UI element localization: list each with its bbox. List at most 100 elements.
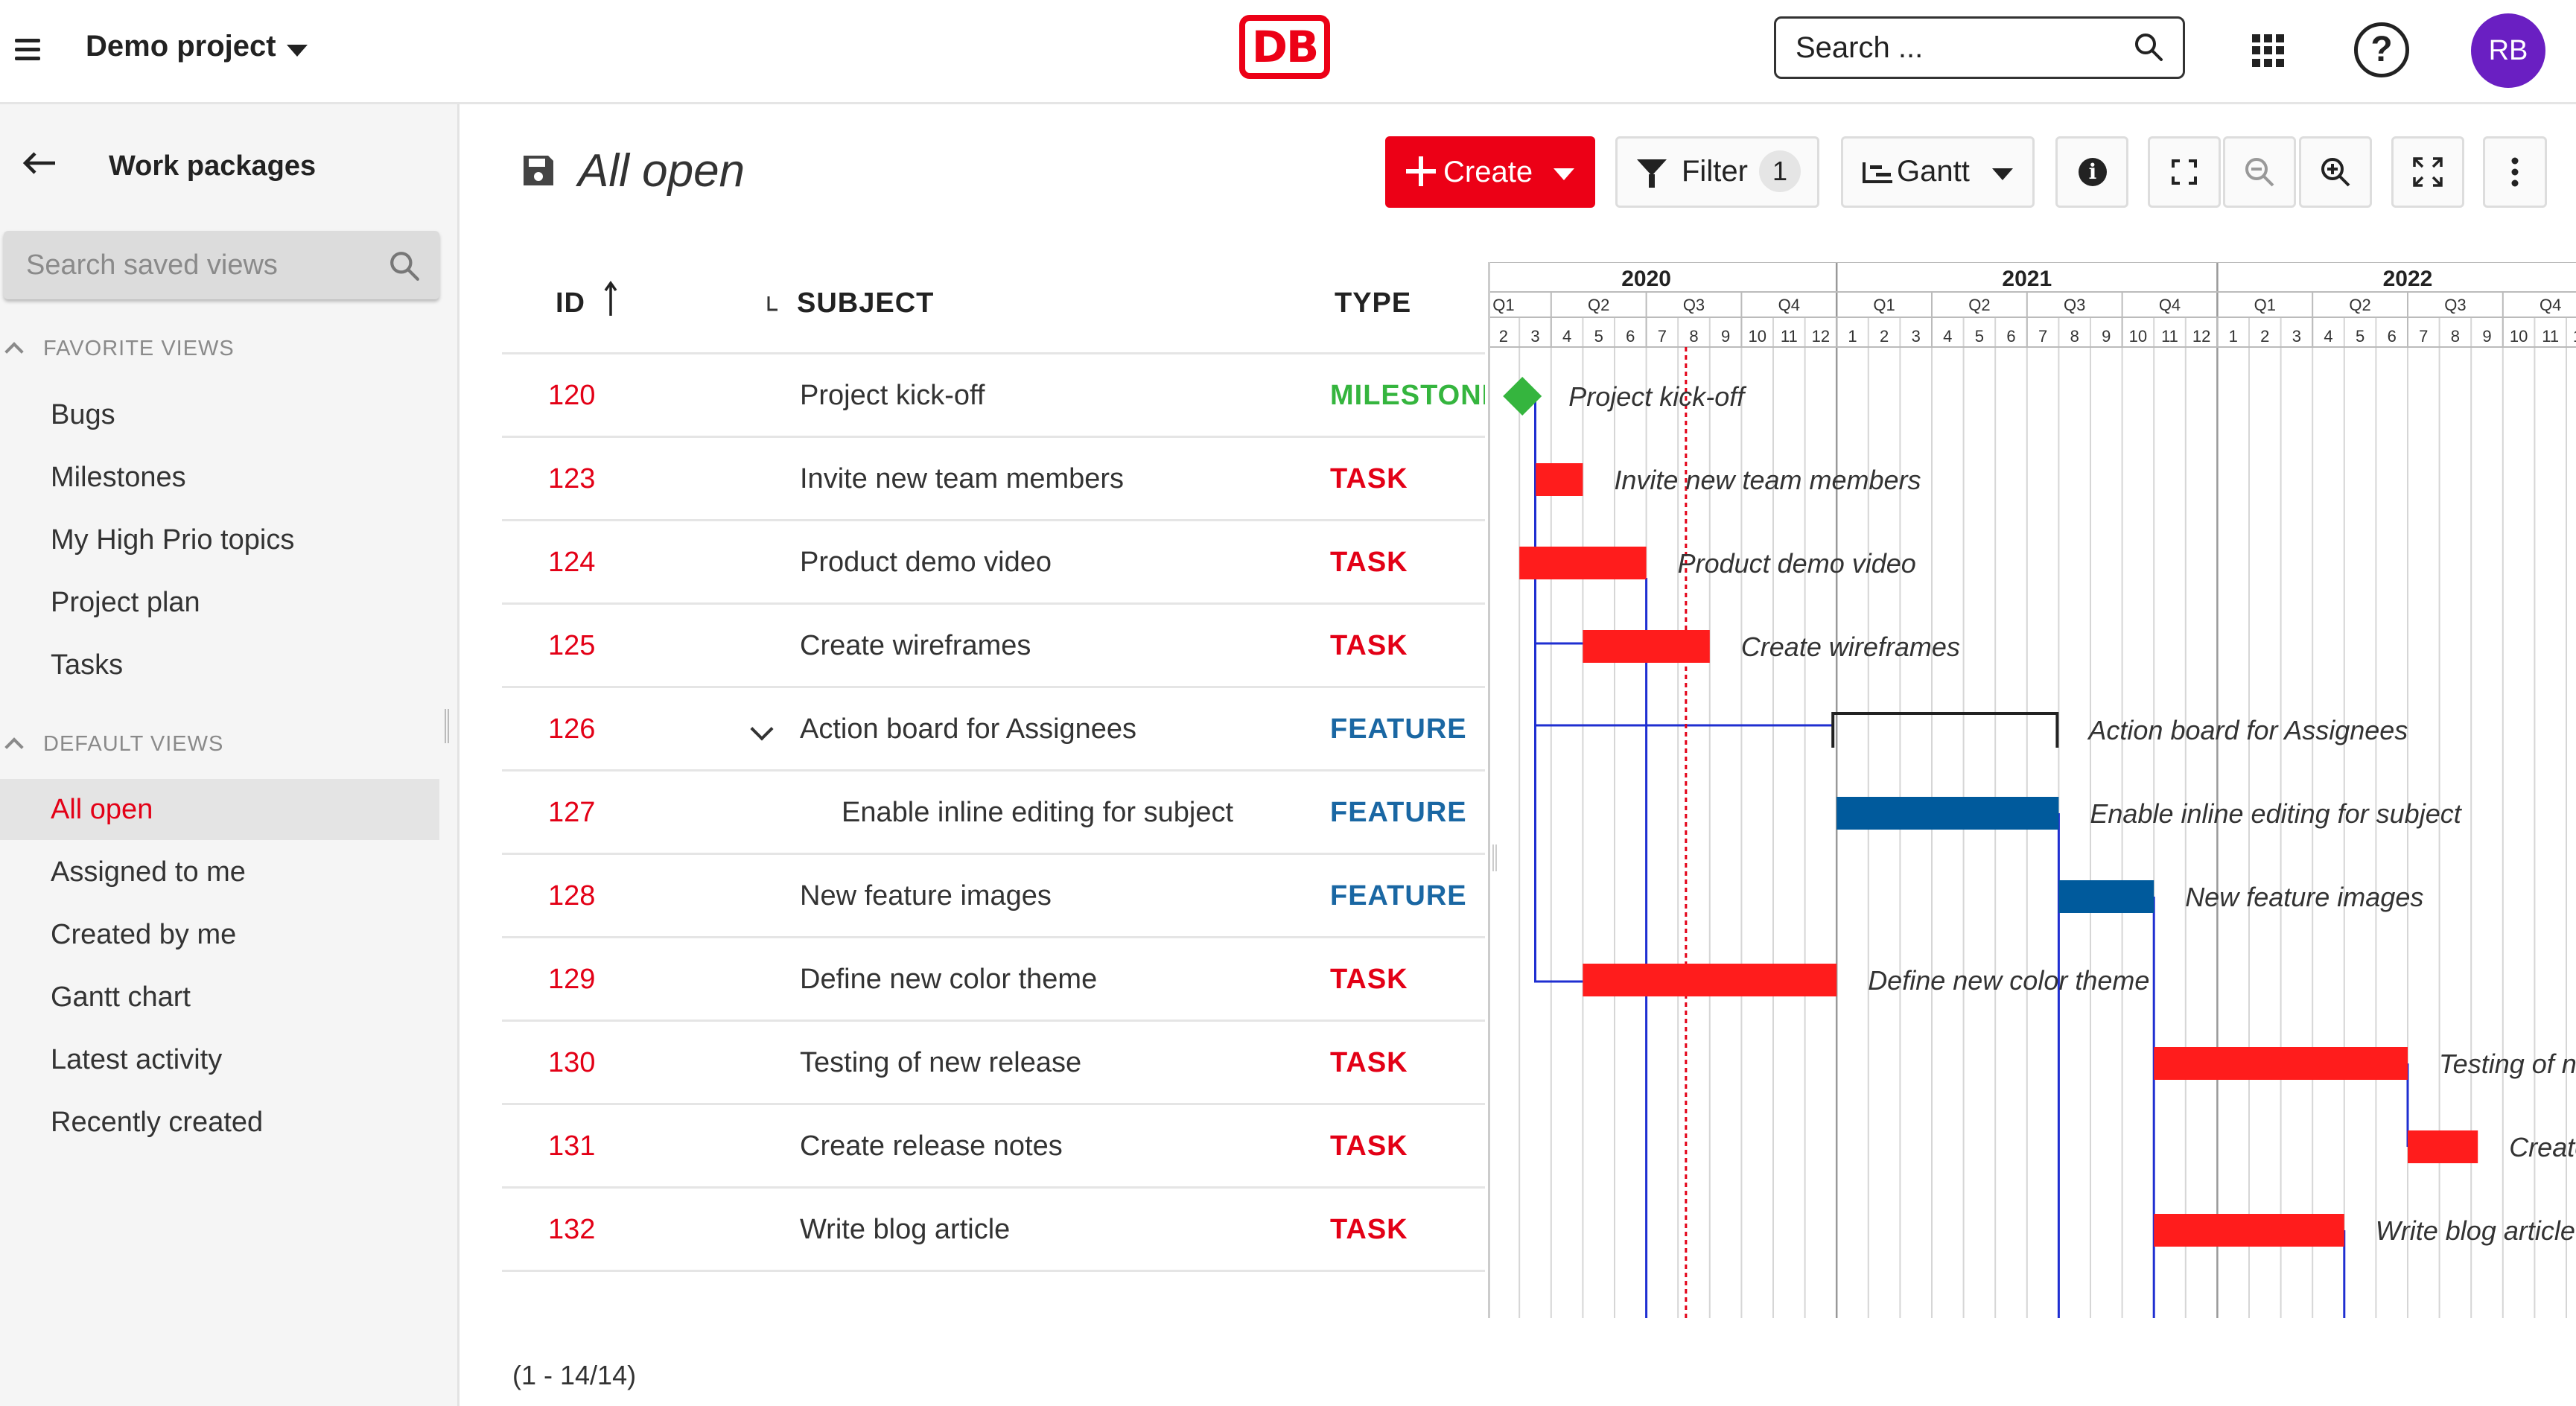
work-package-subject[interactable]: Write blog article [800, 1214, 1011, 1245]
work-package-subject[interactable]: Create wireframes [800, 630, 1031, 661]
global-search-input[interactable]: Search ... [1774, 16, 2185, 79]
month-label: 9 [1721, 327, 1730, 346]
work-package-subject[interactable]: Action board for Assignees [800, 713, 1137, 745]
gantt-bar-label: Enable inline editing for subject [2090, 798, 2462, 829]
table-gantt-resize-handle[interactable] [1492, 844, 1497, 871]
column-header-subject[interactable]: SUBJECT [766, 287, 934, 319]
month-label: 5 [2356, 327, 2364, 346]
favorite-views-heading[interactable]: FAVORITE VIEWS [4, 337, 235, 361]
work-package-subject[interactable]: Testing of new release [800, 1047, 1082, 1078]
menu-icon[interactable] [15, 39, 40, 61]
sidebar-item-bugs[interactable]: Bugs [51, 399, 115, 430]
table-row[interactable]: 127 Enable inline editing for subject FE… [502, 772, 1485, 855]
focus-mode-button[interactable] [2148, 136, 2221, 208]
work-package-id[interactable]: 132 [548, 1214, 596, 1245]
month-label: 12 [1812, 327, 1830, 346]
sidebar-item-high-prio[interactable]: My High Prio topics [51, 524, 295, 556]
month-label: 3 [1912, 327, 1921, 346]
sidebar-item-created-by-me[interactable]: Created by me [51, 919, 237, 950]
work-package-subject[interactable]: Product demo video [800, 547, 1052, 578]
sidebar-item-milestones[interactable]: Milestones [51, 462, 186, 493]
table-row[interactable]: 132 Write blog article TASK [502, 1189, 1485, 1272]
work-package-id[interactable]: 127 [548, 797, 596, 828]
sidebar-resize-handle[interactable] [445, 709, 449, 743]
work-package-type: TASK [1330, 1130, 1408, 1162]
month-label: 6 [2388, 327, 2397, 346]
table-row[interactable]: 128 New feature images FEATURE [502, 855, 1485, 938]
work-package-id[interactable]: 123 [548, 463, 596, 494]
chevron-up-icon [4, 737, 24, 757]
quarter-label: Q1 [2254, 296, 2276, 314]
caret-down-icon[interactable] [287, 45, 308, 57]
fullscreen-button[interactable] [2391, 136, 2464, 208]
save-icon[interactable] [521, 153, 556, 188]
default-views-heading[interactable]: DEFAULT VIEWS [4, 732, 223, 757]
work-package-id[interactable]: 125 [548, 630, 596, 661]
sidebar-item-recently-created[interactable]: Recently created [51, 1107, 264, 1138]
work-package-subject[interactable]: Create release notes [800, 1130, 1063, 1162]
zoom-out-button[interactable] [2223, 136, 2296, 208]
gantt-view-button[interactable]: Gantt [1841, 136, 2035, 208]
gantt-bar-label: Project kick-off [1568, 381, 1747, 412]
zoom-in-button[interactable] [2299, 136, 2372, 208]
work-package-subject[interactable]: New feature images [800, 880, 1052, 912]
db-logo[interactable]: DB [1239, 15, 1330, 79]
table-row[interactable]: 126 Action board for Assignees FEATURE [502, 688, 1485, 772]
work-package-id[interactable]: 130 [548, 1047, 596, 1078]
work-package-id[interactable]: 128 [548, 880, 596, 912]
table-row[interactable]: 131 Create release notes TASK [502, 1105, 1485, 1189]
saved-views-search-input[interactable]: Search saved views [4, 231, 439, 299]
table-row[interactable]: 130 Testing of new release TASK [502, 1022, 1485, 1105]
filter-button[interactable]: Filter 1 [1615, 136, 1819, 208]
sidebar-item-assigned-to-me[interactable]: Assigned to me [51, 856, 246, 888]
gantt-canvas[interactable]: 1234567891011121234567891011121234567891… [1490, 262, 2576, 1318]
apps-grid-icon[interactable] [2252, 34, 2285, 67]
chevron-down-icon[interactable] [750, 717, 774, 741]
help-icon[interactable]: ? [2354, 22, 2409, 77]
task-bar [1519, 547, 1647, 579]
month-label: 6 [1626, 327, 1635, 346]
table-row[interactable]: 123 Invite new team members TASK [502, 438, 1485, 521]
sidebar-item-latest-activity[interactable]: Latest activity [51, 1044, 223, 1075]
back-arrow-icon[interactable] [22, 152, 57, 174]
page-title[interactable]: All open [578, 145, 745, 197]
search-icon[interactable] [2134, 32, 2163, 62]
sidebar-item-gantt-chart[interactable]: Gantt chart [51, 982, 191, 1013]
table-row[interactable]: 125 Create wireframes TASK [502, 605, 1485, 688]
sidebar-item-project-plan[interactable]: Project plan [51, 587, 200, 618]
gantt-bar-label: Product demo video [1678, 548, 1916, 579]
gantt-chart[interactable]: 1234567891011121234567891011121234567891… [1488, 262, 2576, 1318]
work-package-subject[interactable]: Project kick-off [800, 380, 985, 411]
details-button[interactable]: i [2055, 136, 2128, 208]
create-label: Create [1443, 156, 1533, 188]
table-row[interactable]: 120 Project kick-off MILESTONE [502, 354, 1485, 438]
table-row[interactable]: 124 Product demo video TASK [502, 521, 1485, 605]
saved-views-placeholder: Search saved views [26, 249, 278, 281]
work-package-subject[interactable]: Define new color theme [800, 964, 1098, 995]
work-package-subject[interactable]: Enable inline editing for subject [842, 797, 1234, 828]
table-row[interactable]: 129 Define new color theme TASK [502, 938, 1485, 1022]
sidebar-item-all-open[interactable]: All open [0, 779, 439, 840]
feature-bar [1836, 797, 2059, 830]
month-label: 7 [2038, 327, 2047, 346]
month-label: 2 [1499, 327, 1508, 346]
avatar[interactable]: RB [2471, 13, 2545, 88]
sidebar-item-tasks[interactable]: Tasks [51, 649, 124, 681]
top-header: Demo project DB Search ... ? RB [0, 0, 2576, 104]
work-package-type: FEATURE [1330, 713, 1467, 745]
work-package-subject[interactable]: Invite new team members [800, 463, 1125, 494]
create-button[interactable]: Create [1385, 136, 1595, 208]
work-package-id[interactable]: 131 [548, 1130, 596, 1162]
work-package-id[interactable]: 124 [548, 547, 596, 578]
project-selector[interactable]: Demo project [86, 30, 276, 63]
quarter-label: Q1 [1492, 296, 1514, 314]
work-package-id[interactable]: 120 [548, 380, 596, 411]
column-header-id[interactable]: ID [556, 280, 617, 319]
more-options-button[interactable] [2483, 136, 2547, 208]
month-label: 1 [2229, 327, 2238, 346]
column-header-type[interactable]: TYPE [1335, 287, 1412, 319]
work-package-id[interactable]: 126 [548, 713, 596, 745]
task-bar [1583, 964, 1837, 996]
work-package-id[interactable]: 129 [548, 964, 596, 995]
gantt-bar-label: Testing of new release [2439, 1049, 2576, 1079]
